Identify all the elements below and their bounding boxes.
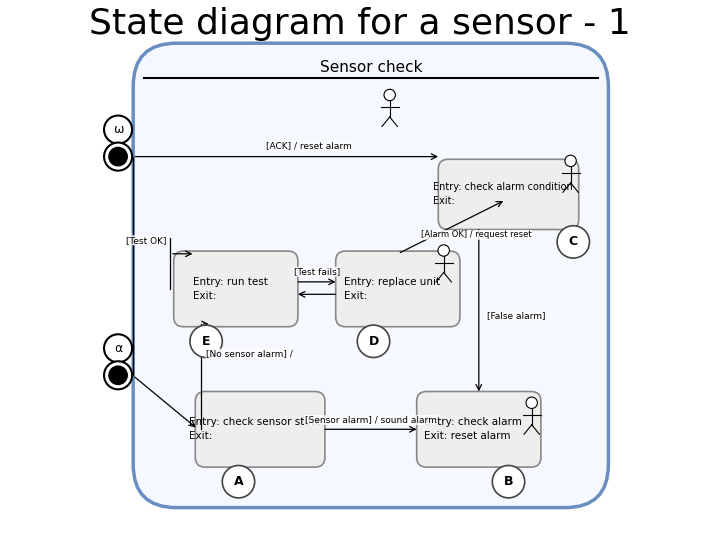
Circle shape bbox=[109, 147, 127, 166]
FancyBboxPatch shape bbox=[438, 159, 579, 230]
Text: A: A bbox=[234, 475, 243, 488]
Circle shape bbox=[357, 325, 390, 357]
Circle shape bbox=[104, 361, 132, 389]
Text: Entry: check alarm
Exit: reset alarm: Entry: check alarm Exit: reset alarm bbox=[425, 417, 522, 441]
FancyBboxPatch shape bbox=[133, 43, 608, 508]
FancyBboxPatch shape bbox=[336, 251, 460, 327]
FancyBboxPatch shape bbox=[195, 392, 325, 467]
Circle shape bbox=[526, 397, 537, 408]
Text: B: B bbox=[504, 475, 513, 488]
Text: ω: ω bbox=[113, 123, 123, 136]
Text: [Sensor alarm] / sound alarm: [Sensor alarm] / sound alarm bbox=[305, 416, 437, 424]
Circle shape bbox=[492, 465, 525, 498]
Text: Entry: replace unit
Exit:: Entry: replace unit Exit: bbox=[344, 277, 441, 301]
Text: Entry: run test
Exit:: Entry: run test Exit: bbox=[193, 277, 268, 301]
Text: [ACK] / reset alarm: [ACK] / reset alarm bbox=[266, 141, 351, 150]
Text: [Test fails]: [Test fails] bbox=[294, 267, 340, 276]
Text: [False alarm]: [False alarm] bbox=[487, 312, 546, 320]
Text: Entry: check alarm condition
Exit:: Entry: check alarm condition Exit: bbox=[433, 183, 573, 206]
Circle shape bbox=[190, 325, 222, 357]
Text: [Alarm OK] / request reset: [Alarm OK] / request reset bbox=[420, 231, 531, 239]
Circle shape bbox=[109, 366, 127, 384]
Text: [No sensor alarm] /: [No sensor alarm] / bbox=[206, 349, 292, 358]
Text: [Test OK]: [Test OK] bbox=[127, 236, 167, 245]
Text: State diagram for a sensor - 1: State diagram for a sensor - 1 bbox=[89, 8, 631, 41]
Circle shape bbox=[438, 245, 449, 256]
FancyBboxPatch shape bbox=[417, 392, 541, 467]
Text: D: D bbox=[369, 335, 379, 348]
FancyBboxPatch shape bbox=[174, 251, 298, 327]
Text: E: E bbox=[202, 335, 210, 348]
Circle shape bbox=[104, 116, 132, 144]
Circle shape bbox=[557, 226, 590, 258]
Circle shape bbox=[565, 155, 576, 166]
Text: α: α bbox=[114, 342, 122, 355]
Circle shape bbox=[104, 143, 132, 171]
Circle shape bbox=[222, 465, 255, 498]
Text: C: C bbox=[569, 235, 578, 248]
Text: Entry: check sensor state
Exit:: Entry: check sensor state Exit: bbox=[189, 417, 321, 441]
Circle shape bbox=[384, 89, 395, 100]
Text: Sensor check: Sensor check bbox=[320, 60, 422, 75]
Circle shape bbox=[104, 334, 132, 362]
